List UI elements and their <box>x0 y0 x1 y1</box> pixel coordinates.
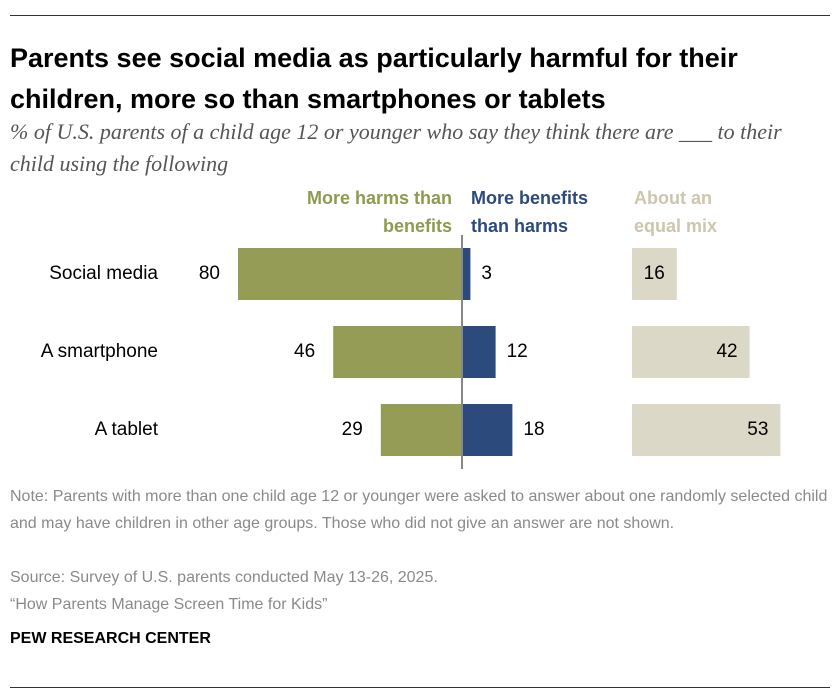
value-label: 53 <box>747 419 768 440</box>
chart-title: Parents see social media as particularly… <box>10 43 738 114</box>
bar <box>632 326 750 378</box>
bar <box>462 326 496 378</box>
bar <box>380 404 462 456</box>
chart-subtitle: % of U.S. parents of a child age 12 or y… <box>10 119 782 176</box>
legend-header: About an equal mix <box>634 188 718 236</box>
category-label: Social media <box>49 263 158 284</box>
legend-header: More benefits than harms <box>471 188 589 236</box>
bar <box>632 404 781 456</box>
brand: PEW RESEARCH CENTER <box>10 630 211 647</box>
value-label: 16 <box>644 263 665 284</box>
bar <box>333 326 462 378</box>
value-label: 46 <box>294 341 315 362</box>
bar <box>462 248 471 300</box>
bar <box>238 248 462 300</box>
bar <box>462 404 513 456</box>
chart: Social media A smartphone A tablet 80 46 29 3 1… <box>41 235 781 469</box>
value-label: 29 <box>342 419 363 440</box>
bottom-rule <box>10 687 830 688</box>
category-label: A tablet <box>95 419 159 440</box>
note: Note: Parents with more than one child a… <box>10 488 828 532</box>
source: Source: Survey of U.S. parents conducted… <box>10 569 438 586</box>
report-title: “How Parents Manage Screen Time for Kids… <box>10 596 328 613</box>
category-label: A smartphone <box>41 341 158 362</box>
legend-header: More harms than benefits <box>306 188 452 236</box>
value-label: 12 <box>507 341 528 362</box>
value-label: 3 <box>481 263 492 284</box>
bar <box>632 248 677 300</box>
value-label: 80 <box>199 263 220 284</box>
value-label: 18 <box>523 419 544 440</box>
value-label: 42 <box>716 341 737 362</box>
top-rule <box>10 15 830 16</box>
